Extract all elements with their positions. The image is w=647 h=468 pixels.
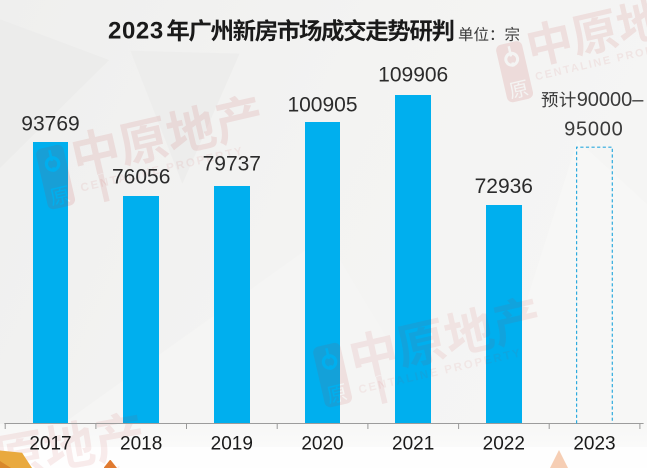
svg-text:2023: 2023 (573, 434, 615, 455)
svg-text:2020: 2020 (301, 434, 343, 455)
svg-text:79737: 79737 (203, 153, 261, 176)
svg-text:109906: 109906 (378, 64, 448, 87)
svg-text:72936: 72936 (475, 175, 533, 198)
svg-text:2021: 2021 (392, 434, 434, 455)
svg-text:100905: 100905 (287, 94, 357, 117)
svg-text:2023: 2023 (108, 18, 164, 45)
svg-text:95000: 95000 (564, 119, 623, 141)
svg-text:2019: 2019 (211, 434, 253, 455)
svg-text:93769: 93769 (21, 113, 79, 136)
svg-text:2018: 2018 (120, 434, 162, 455)
svg-text:90000–: 90000– (577, 89, 645, 111)
svg-text:2022: 2022 (483, 434, 525, 455)
svg-text:76056: 76056 (112, 166, 170, 189)
svg-text:2017: 2017 (29, 434, 71, 455)
